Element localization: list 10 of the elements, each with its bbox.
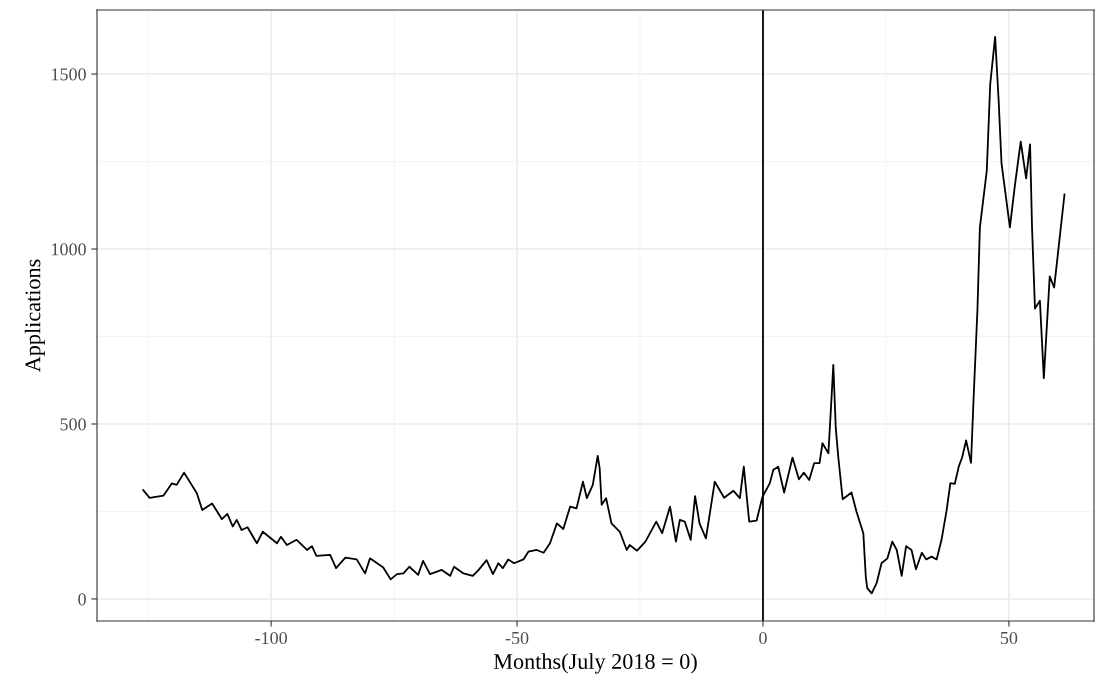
x-axis-title: Months(July 2018 = 0) [493, 653, 697, 674]
x-tick-label: 0 [759, 631, 767, 645]
y-tick-label: 1500 [52, 68, 86, 81]
y-tick-label: 0 [78, 593, 86, 606]
x-tick-label: 50 [1000, 631, 1018, 645]
x-tick-label: -50 [505, 631, 529, 645]
y-tick-label: 500 [60, 418, 86, 431]
y-axis-title: Applications [24, 259, 45, 373]
y-tick-label: 1000 [52, 243, 86, 256]
x-tick-label: -100 [255, 631, 287, 645]
